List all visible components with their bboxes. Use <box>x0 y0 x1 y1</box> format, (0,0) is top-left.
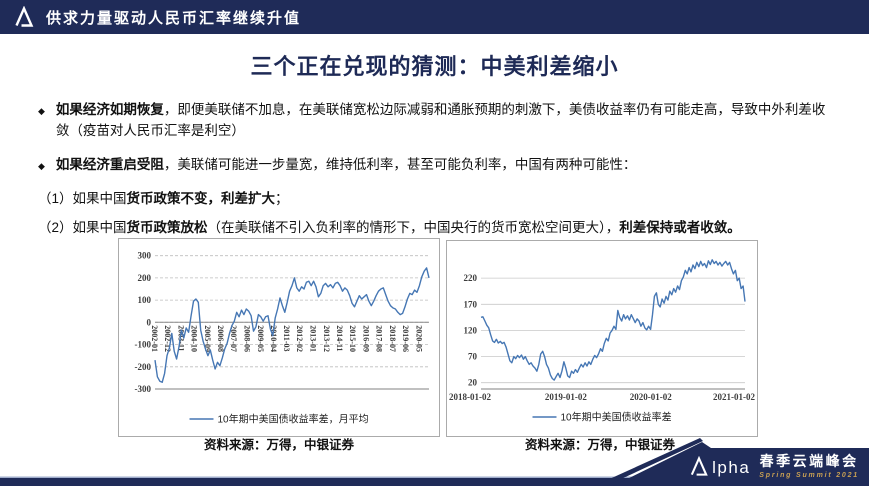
svg-text:2021-01-02: 2021-01-02 <box>713 392 755 402</box>
bullet-item: ◆ 如果经济重启受阻，美联储可能进一步量宽，维持低利率，甚至可能负利率，中国有两… <box>38 155 829 176</box>
svg-text:2010-04: 2010-04 <box>269 325 278 352</box>
svg-text:2020-05: 2020-05 <box>414 325 423 352</box>
svg-text:2005-09: 2005-09 <box>203 325 212 352</box>
right-chart: 220 170 120 70 20 2018-01-02 2019-01-02 2020-01… <box>446 240 758 437</box>
svg-text:2019-06: 2019-06 <box>401 325 410 352</box>
bullet-text: 如果经济重启受阻，美联储可能进一步量宽，维持低利率，甚至可能负利率，中国有两种可… <box>55 156 637 172</box>
svg-text:2020-01-02: 2020-01-02 <box>630 392 672 402</box>
svg-text:2008-06: 2008-06 <box>242 325 251 352</box>
alpha-logo: lpha <box>688 455 751 477</box>
svg-text:2002-01: 2002-01 <box>150 325 159 352</box>
right-chart-svg: 220 170 120 70 20 2018-01-02 2019-01-02 2020-01… <box>449 259 755 424</box>
sub-point-1: （1）如果中国货币政策不变，利差扩大； <box>38 190 289 206</box>
svg-text:120: 120 <box>464 325 478 335</box>
svg-text:200: 200 <box>138 273 152 283</box>
svg-text:2018-07: 2018-07 <box>388 325 397 352</box>
svg-text:2016-09: 2016-09 <box>362 325 371 352</box>
svg-text:170: 170 <box>464 299 478 309</box>
bullet-text: 如果经济如期恢复，即便美联储不加息，在美联储宽松边际减弱和通胀预期的刺激下，美债… <box>55 102 826 138</box>
diamond-bullet-icon: ◆ <box>38 106 45 116</box>
svg-text:220: 220 <box>464 273 478 283</box>
svg-text:2012-02: 2012-02 <box>295 325 304 352</box>
svg-text:300: 300 <box>138 251 152 261</box>
summit-title-en: Spring Summit 2021 <box>759 472 859 479</box>
svg-text:2014-11: 2014-11 <box>335 325 344 351</box>
svg-text:-300: -300 <box>135 384 152 394</box>
svg-text:2002-12: 2002-12 <box>163 325 172 352</box>
svg-text:2007-07: 2007-07 <box>229 325 238 352</box>
alpha-logo-icon <box>15 6 34 27</box>
alpha-logo-text: lpha <box>712 457 751 477</box>
svg-text:2004-10: 2004-10 <box>190 325 199 352</box>
svg-text:2013-12: 2013-12 <box>322 325 331 352</box>
source-note-left: 资料来源：万得，中银证券 <box>203 438 354 452</box>
svg-text:2015-10: 2015-10 <box>348 325 357 352</box>
alpha-logo-icon <box>691 455 708 476</box>
header-bar: 供求力量驱动人民币汇率继续升值 <box>0 0 869 34</box>
svg-text:2006-08: 2006-08 <box>216 325 225 352</box>
svg-text:2009-05: 2009-05 <box>256 325 265 352</box>
svg-text:100: 100 <box>138 295 152 305</box>
svg-text:2017-08: 2017-08 <box>375 325 384 352</box>
bullet-item: ◆ 如果经济如期恢复，即便美联储不加息，在美联储宽松边际减弱和通胀预期的刺激下，… <box>38 100 829 142</box>
diamond-bullet-icon: ◆ <box>38 160 45 171</box>
summit-title-cn: 春季云端峰会 <box>759 453 859 470</box>
svg-text:70: 70 <box>468 352 478 362</box>
summit-text: 春季云端峰会 Spring Summit 2021 <box>759 453 859 479</box>
charts-row: 300 200 100 0 -100 -200 -300 2002-01 2002-12 2003… <box>118 238 758 437</box>
svg-text:20: 20 <box>468 378 478 388</box>
svg-text:0: 0 <box>147 317 152 327</box>
svg-text:2019-01-02: 2019-01-02 <box>545 392 587 402</box>
svg-text:-200: -200 <box>135 362 152 372</box>
left-chart: 300 200 100 0 -100 -200 -300 2002-01 2002-12 2003… <box>118 238 440 437</box>
svg-text:-100: -100 <box>135 340 152 350</box>
footer-logo: lpha 春季云端峰会 Spring Summit 2021 <box>688 453 859 479</box>
source-note-right: 资料来源：万得，中银证券 <box>524 438 675 452</box>
svg-text:10年期中美国债收益率差，月平均: 10年期中美国债收益率差，月平均 <box>218 413 369 426</box>
body-content: ◆ 如果经济如期恢复，即便美联储不加息，在美联储宽松边际减弱和通胀预期的刺激下，… <box>0 100 869 239</box>
svg-text:2011-03: 2011-03 <box>282 325 291 351</box>
sub-point-2: （2）如果中国货币政策放松（在美联储不引入负利率的情形下，中国央行的货币宽松空间… <box>38 219 741 235</box>
page-title: 三个正在兑现的猜测：中美利差缩小 <box>250 54 619 79</box>
svg-text:2013-01: 2013-01 <box>309 325 318 352</box>
header-title: 供求力量驱动人民币汇率继续升值 <box>46 9 302 27</box>
svg-text:10年期中美国债收益率差: 10年期中美国债收益率差 <box>561 411 672 424</box>
svg-text:2018-01-02: 2018-01-02 <box>449 392 491 402</box>
